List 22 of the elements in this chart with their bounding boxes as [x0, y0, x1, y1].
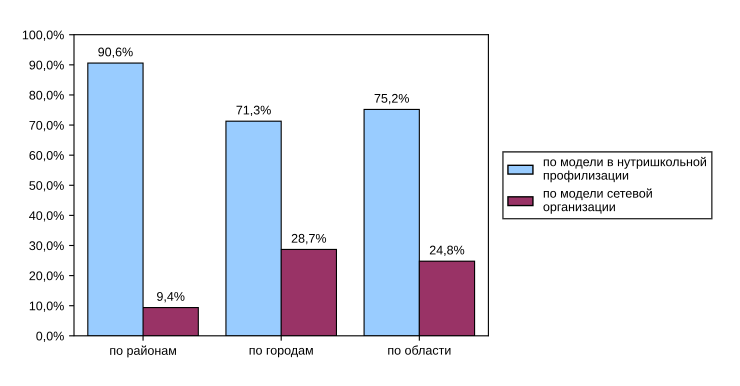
y-tick-label: 30,0% — [29, 241, 64, 252]
y-tick-label: 70,0% — [29, 120, 64, 132]
text: 9,4% — [157, 292, 184, 302]
text: 71,3% — [236, 106, 271, 116]
y-tick-label: 80,0% — [29, 90, 64, 102]
x-tick-label: по городам — [250, 348, 313, 358]
x-tick-label: по области — [388, 345, 450, 355]
text: 24,8% — [430, 246, 464, 256]
y-tick-label: 50,0% — [29, 181, 64, 192]
legend-label: по модели в нутришкольной профилизации — [544, 156, 706, 182]
y-tick-label: 40,0% — [29, 211, 64, 222]
y-tick-label: 100,0% — [22, 30, 64, 41]
x-tick-label: по районам — [110, 346, 176, 358]
y-tick-label: 90,0% — [29, 60, 64, 71]
y-tick-label: 10,0% — [30, 302, 64, 312]
y-tick-label: 20,0% — [29, 271, 64, 282]
text: 75,2% — [374, 94, 409, 104]
y-tick-label: 60,0% — [29, 150, 64, 162]
text: 28,7% — [292, 234, 326, 244]
y-tick-label: 0,0% — [36, 332, 64, 342]
legend-label: по модели сетевой организации — [543, 188, 652, 214]
text: 90,6% — [98, 48, 133, 58]
